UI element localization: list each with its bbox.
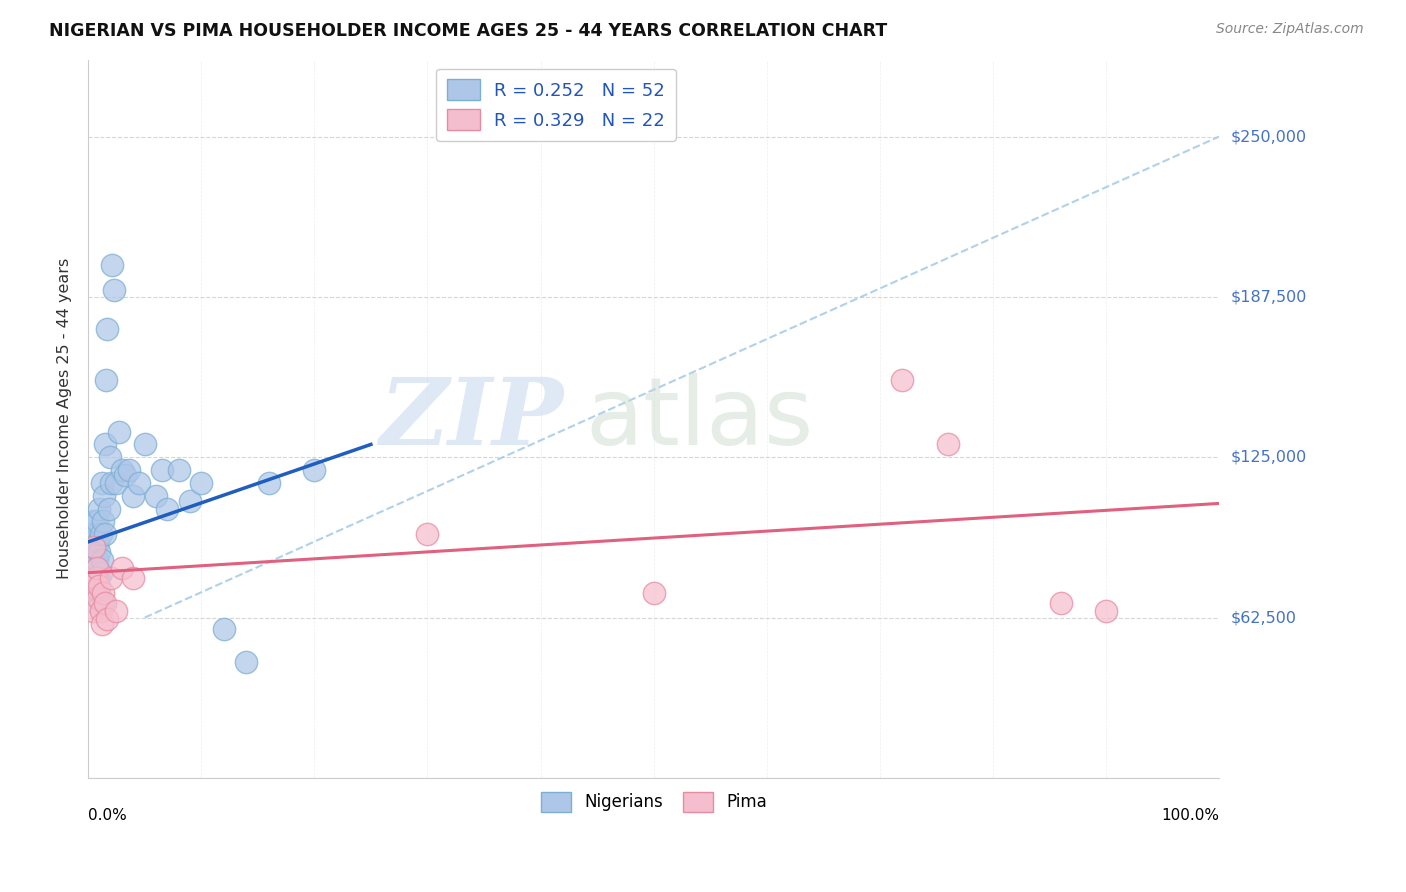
Point xyxy=(156,501,179,516)
Point xyxy=(86,553,108,567)
Point xyxy=(105,475,128,490)
Point xyxy=(122,571,145,585)
Point xyxy=(80,545,103,559)
Point xyxy=(83,540,105,554)
Point xyxy=(416,527,439,541)
Point xyxy=(90,617,112,632)
Point xyxy=(91,515,114,529)
Point xyxy=(94,437,117,451)
Point xyxy=(304,463,326,477)
Point xyxy=(100,475,122,490)
Point xyxy=(936,437,959,451)
Point xyxy=(84,571,107,585)
Point xyxy=(90,604,112,618)
Point xyxy=(93,489,115,503)
Point xyxy=(118,463,141,477)
Point xyxy=(82,604,104,618)
Point xyxy=(87,535,110,549)
Point xyxy=(84,586,107,600)
Point xyxy=(87,571,110,585)
Point xyxy=(111,463,134,477)
Point xyxy=(89,586,111,600)
Point xyxy=(145,489,167,503)
Point xyxy=(111,560,134,574)
Legend: Nigerians, Pima: Nigerians, Pima xyxy=(533,784,775,820)
Point xyxy=(134,437,156,451)
Point xyxy=(891,373,914,387)
Point xyxy=(89,545,111,559)
Point xyxy=(86,560,108,574)
Point xyxy=(83,515,105,529)
Y-axis label: Householder Income Ages 25 - 44 years: Householder Income Ages 25 - 44 years xyxy=(58,258,72,580)
Point xyxy=(86,515,108,529)
Text: atlas: atlas xyxy=(586,373,814,465)
Point xyxy=(96,612,118,626)
Point xyxy=(90,475,112,490)
Text: NIGERIAN VS PIMA HOUSEHOLDER INCOME AGES 25 - 44 YEARS CORRELATION CHART: NIGERIAN VS PIMA HOUSEHOLDER INCOME AGES… xyxy=(49,22,887,40)
Point xyxy=(87,591,110,606)
Text: $250,000: $250,000 xyxy=(1230,129,1306,145)
Point xyxy=(1095,604,1118,618)
Point xyxy=(105,604,128,618)
Point xyxy=(643,586,665,600)
Point xyxy=(235,656,257,670)
Point xyxy=(79,527,101,541)
Point xyxy=(128,475,150,490)
Point xyxy=(96,322,118,336)
Point xyxy=(90,553,112,567)
Point xyxy=(91,597,114,611)
Point xyxy=(91,586,114,600)
Point xyxy=(122,489,145,503)
Point xyxy=(101,258,124,272)
Point xyxy=(97,501,120,516)
Text: Source: ZipAtlas.com: Source: ZipAtlas.com xyxy=(1216,22,1364,37)
Point xyxy=(107,425,129,439)
Point xyxy=(90,527,112,541)
Point xyxy=(98,450,121,465)
Point xyxy=(150,463,173,477)
Point xyxy=(114,468,136,483)
Point xyxy=(1049,597,1071,611)
Point xyxy=(84,540,107,554)
Point xyxy=(83,578,105,592)
Text: $62,500: $62,500 xyxy=(1230,610,1296,625)
Text: 100.0%: 100.0% xyxy=(1161,808,1219,823)
Text: 0.0%: 0.0% xyxy=(89,808,127,823)
Point xyxy=(179,493,201,508)
Point xyxy=(167,463,190,477)
Point xyxy=(80,571,103,585)
Point xyxy=(103,284,125,298)
Point xyxy=(84,527,107,541)
Point xyxy=(90,566,112,580)
Point xyxy=(100,571,122,585)
Text: $125,000: $125,000 xyxy=(1230,450,1306,465)
Point xyxy=(89,578,111,592)
Point xyxy=(212,622,235,636)
Point xyxy=(89,501,111,516)
Point xyxy=(82,535,104,549)
Text: $187,500: $187,500 xyxy=(1230,289,1306,304)
Point xyxy=(84,597,107,611)
Point xyxy=(94,527,117,541)
Point xyxy=(190,475,212,490)
Point xyxy=(257,475,280,490)
Point xyxy=(80,578,103,592)
Point xyxy=(94,597,117,611)
Text: ZIP: ZIP xyxy=(380,374,564,464)
Point xyxy=(96,373,118,387)
Point xyxy=(82,553,104,567)
